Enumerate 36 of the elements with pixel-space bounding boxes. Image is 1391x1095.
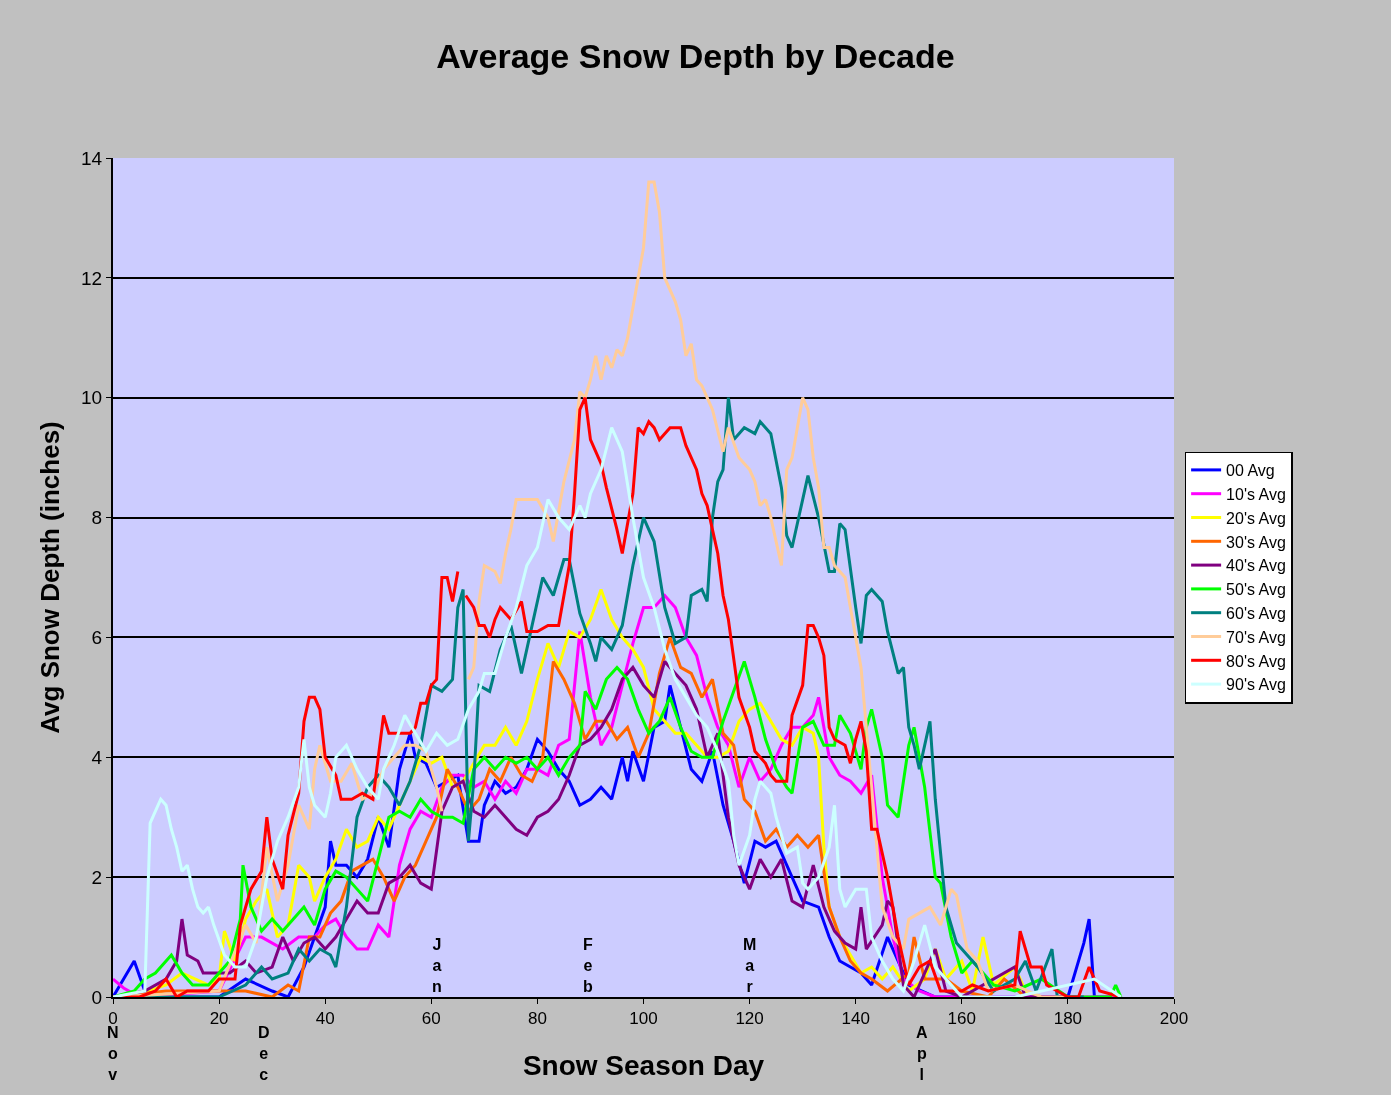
text: Apl	[916, 1024, 928, 1083]
x-tick-label: 140	[841, 1009, 870, 1029]
y-tick-label: 12	[81, 267, 103, 289]
legend-label: 60's Avg	[1226, 604, 1286, 622]
legend-label: 20's Avg	[1226, 509, 1286, 527]
legend-label: 80's Avg	[1226, 652, 1286, 670]
legend-label: 30's Avg	[1226, 533, 1286, 551]
x-tick-label: 80	[527, 1009, 547, 1029]
y-tick-label: 14	[81, 147, 103, 169]
legend-label: 90's Avg	[1226, 676, 1286, 694]
x-axis-title: Snow Season Day	[522, 1050, 765, 1081]
annotation: Mar	[743, 936, 757, 995]
x-tick-label: 60	[421, 1009, 441, 1029]
annotation: Jan	[432, 936, 442, 995]
y-tick-label: 10	[81, 387, 103, 409]
text: Dec	[258, 1024, 270, 1083]
y-tick-label: 8	[91, 507, 103, 529]
y-axis-title: Avg Snow Depth (inches)	[34, 421, 65, 734]
y-tick-label: 0	[91, 986, 103, 1008]
legend-label: 40's Avg	[1226, 557, 1286, 575]
x-tick-label: 100	[629, 1009, 658, 1029]
y-tick-label: 6	[91, 627, 103, 649]
x-tick-label: 180	[1053, 1009, 1083, 1029]
x-tick-label: 160	[947, 1009, 976, 1029]
y-tick-label: 2	[91, 866, 103, 888]
legend-label: 00 Avg	[1226, 462, 1275, 480]
y-tick-label: 4	[91, 746, 103, 768]
legend-label: 50's Avg	[1226, 581, 1286, 599]
chart-title: Average Snow Depth by Decade	[436, 36, 955, 75]
x-tick-label: 200	[1159, 1009, 1189, 1029]
x-tick-label: 40	[315, 1009, 335, 1029]
x-tick-label: 20	[209, 1009, 229, 1029]
annotation: Feb	[583, 936, 593, 995]
legend-label: 70's Avg	[1226, 628, 1286, 646]
legend-label: 10's Avg	[1226, 485, 1286, 503]
x-tick-label: 120	[735, 1009, 764, 1029]
